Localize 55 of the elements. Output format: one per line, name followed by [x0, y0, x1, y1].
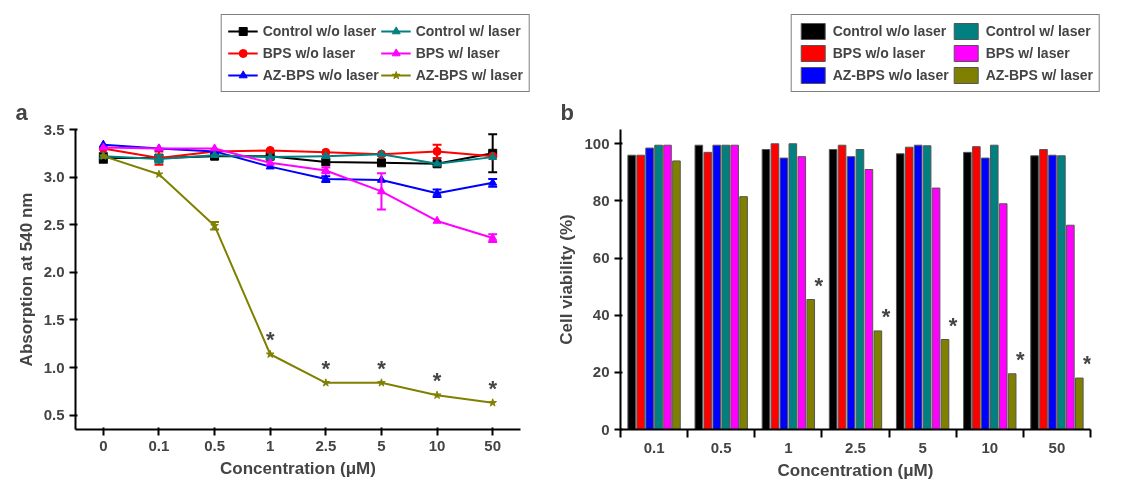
chart-title: b — [560, 99, 574, 125]
legend-label: BPS w/ laser — [415, 45, 500, 61]
legend-label: Control w/o laser — [832, 23, 947, 39]
legend-label: AZ-BPS w/o laser — [832, 67, 949, 83]
annotation: * — [814, 272, 824, 298]
x-axis-title: Concentration (μM) — [777, 460, 934, 480]
y-tick-label: 20 — [592, 363, 610, 381]
legend-label: Control w/o laser — [262, 23, 377, 39]
x-tick-label: 1 — [784, 438, 793, 456]
x-tick-label: 0.5 — [710, 438, 732, 456]
x-tick-label: 2.5 — [315, 436, 337, 454]
x-axis-title: Concentration (μM) — [220, 458, 376, 478]
y-tick-label: 40 — [592, 306, 610, 324]
y-axis-title: Absorption at 540 nm — [16, 192, 36, 367]
y-tick-label: 1.0 — [43, 358, 65, 376]
x-tick-label: 1 — [266, 436, 275, 454]
y-tick-label: 2.0 — [43, 263, 65, 281]
x-tick-label: 2.5 — [845, 438, 866, 456]
y-tick-label: 0.5 — [43, 406, 65, 424]
x-tick-label: 0 — [99, 436, 108, 454]
y-tick-label: 80 — [592, 191, 610, 209]
legend-label: AZ-BPS w/ laser — [415, 67, 523, 83]
annotation: * — [432, 368, 442, 394]
x-tick-label: 50 — [484, 436, 502, 454]
annotation: * — [377, 355, 387, 381]
y-tick-label: 3.0 — [43, 168, 65, 186]
legend-label: AZ-BPS w/ laser — [985, 67, 1093, 83]
legend-label: Control w/ laser — [415, 23, 521, 39]
legend-label: Control w/ laser — [985, 23, 1091, 39]
x-tick-label: 5 — [918, 438, 927, 456]
y-tick-label: 100 — [584, 134, 610, 152]
chart-title: a — [15, 99, 29, 125]
legend-label: BPS w/ laser — [985, 45, 1070, 61]
annotation: * — [948, 312, 958, 338]
x-tick-label: 50 — [1048, 438, 1066, 456]
y-tick-label: 2.5 — [43, 215, 65, 233]
annotation: * — [488, 375, 498, 401]
annotation: * — [321, 355, 331, 381]
x-tick-label: 5 — [377, 436, 386, 454]
annotation: * — [265, 327, 275, 353]
y-tick-label: 0 — [601, 420, 610, 438]
y-tick-label: 60 — [592, 249, 610, 267]
y-axis-title: Cell viability (%) — [557, 214, 577, 345]
legend-label: BPS w/o laser — [832, 45, 926, 61]
x-tick-label: 10 — [981, 438, 999, 456]
x-tick-label: 0.1 — [643, 438, 665, 456]
x-tick-label: 0.5 — [204, 436, 225, 454]
annotation: * — [881, 303, 891, 329]
annotation: * — [1015, 346, 1025, 372]
x-tick-label: 10 — [428, 436, 446, 454]
legend-label: AZ-BPS w/o laser — [262, 67, 379, 83]
legend-label: BPS w/o laser — [262, 45, 356, 61]
x-tick-label: 0.1 — [148, 436, 170, 454]
y-tick-label: 1.5 — [43, 310, 65, 328]
y-tick-label: 3.5 — [43, 120, 65, 138]
